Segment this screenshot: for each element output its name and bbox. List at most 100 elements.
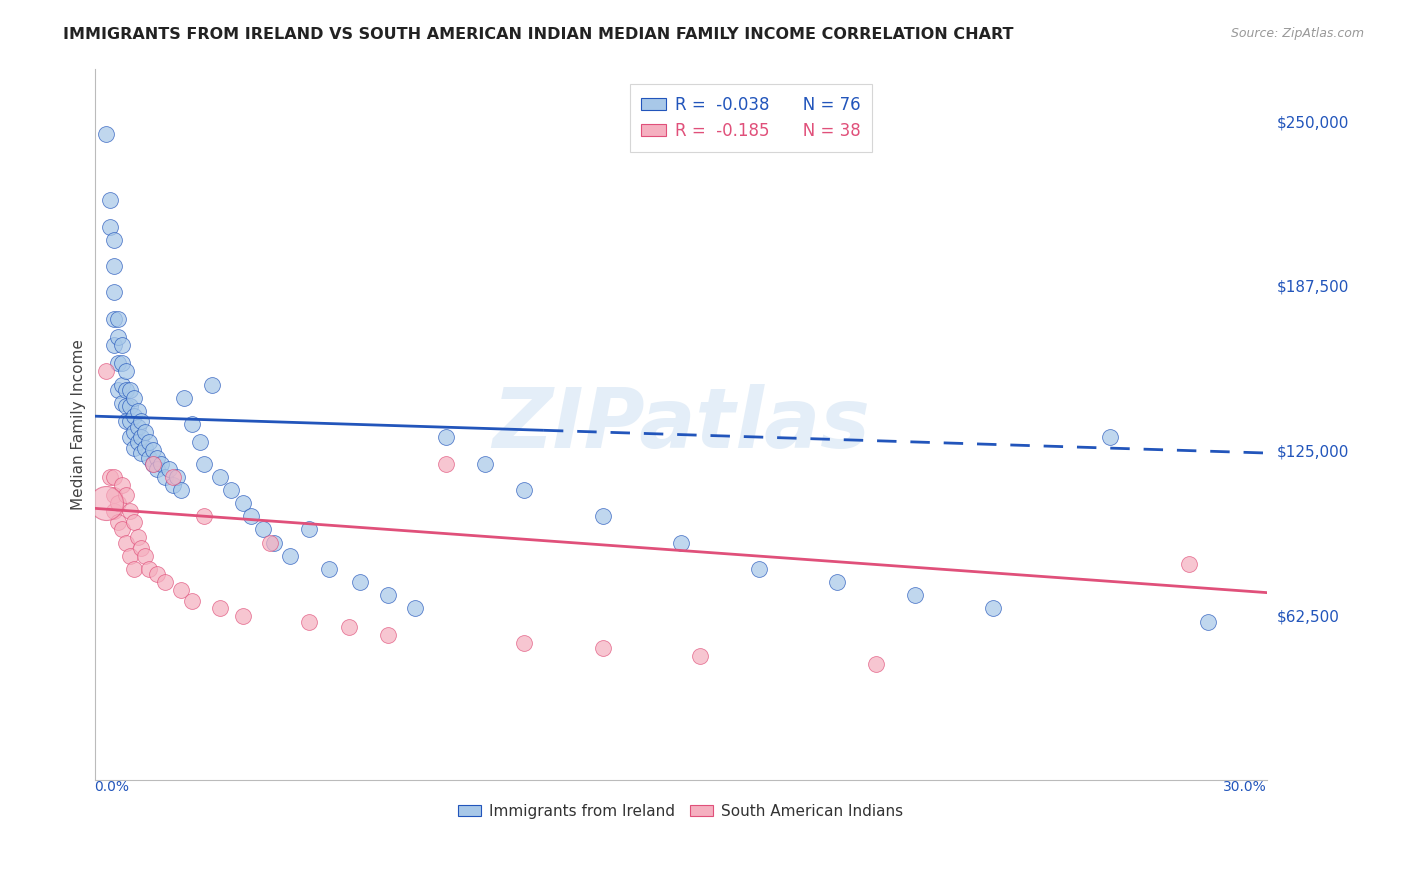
Point (173, 391, 195, 405)
Point (103, 338, 125, 352)
Point (103, 504, 125, 518)
Point (592, 509, 614, 524)
Point (118, 430, 141, 444)
Point (748, 562, 770, 576)
Point (232, 496, 254, 510)
Point (169, 582, 191, 597)
Point (131, 541, 153, 555)
Point (138, 451, 160, 466)
Point (153, 575, 176, 590)
Point (114, 383, 136, 397)
Point (181, 593, 204, 607)
Point (107, 515, 129, 529)
Point (865, 657, 887, 671)
Point (111, 523, 134, 537)
Point (142, 443, 165, 458)
Point (150, 457, 173, 471)
Point (592, 640, 614, 655)
Point (188, 435, 211, 450)
Point (114, 364, 136, 378)
Point (118, 414, 141, 428)
Point (162, 469, 184, 483)
Point (107, 356, 129, 370)
Point (981, 601, 1004, 615)
Point (162, 477, 184, 491)
Text: ZIPatlas: ZIPatlas (492, 384, 869, 465)
Point (114, 414, 136, 428)
Point (298, 523, 321, 537)
Point (122, 562, 145, 576)
Point (208, 601, 231, 615)
Point (103, 469, 125, 483)
Point (513, 635, 536, 649)
Point (131, 430, 153, 444)
Point (689, 648, 711, 663)
Point (221, 483, 243, 497)
Point (138, 435, 160, 450)
Point (318, 562, 340, 576)
Point (232, 609, 254, 624)
Point (127, 404, 149, 418)
Point (122, 391, 145, 405)
Point (474, 457, 496, 471)
Point (103, 311, 125, 326)
Point (146, 462, 169, 476)
Point (263, 535, 285, 549)
Point (131, 446, 153, 460)
Point (103, 488, 125, 502)
Point (193, 457, 215, 471)
Point (166, 469, 188, 483)
Point (96, 364, 118, 378)
Point (103, 233, 125, 247)
Point (404, 601, 426, 615)
Point (239, 509, 262, 524)
Point (107, 330, 129, 344)
Point (1177, 557, 1199, 571)
Point (114, 488, 136, 502)
Point (111, 477, 134, 491)
Point (208, 469, 231, 483)
Point (122, 425, 145, 439)
Point (98, 469, 121, 483)
Point (103, 285, 125, 300)
Point (131, 414, 153, 428)
Text: Source: ZipAtlas.com: Source: ZipAtlas.com (1230, 27, 1364, 40)
Point (122, 409, 145, 424)
Point (377, 588, 399, 602)
Point (111, 338, 134, 352)
Point (1099, 430, 1122, 444)
Point (114, 535, 136, 549)
Point (111, 377, 134, 392)
Point (142, 457, 165, 471)
Point (118, 399, 141, 413)
Point (146, 567, 169, 582)
Point (127, 435, 149, 450)
Point (1197, 615, 1219, 629)
Point (118, 549, 141, 563)
Point (434, 457, 457, 471)
Point (107, 311, 129, 326)
Point (278, 549, 301, 563)
Point (157, 462, 180, 476)
Point (825, 575, 848, 590)
Point (114, 399, 136, 413)
Point (98, 193, 121, 207)
Point (193, 509, 215, 524)
Point (118, 383, 141, 397)
Point (377, 628, 399, 642)
Point (259, 535, 281, 549)
Point (96, 128, 118, 142)
Y-axis label: Median Family Income: Median Family Income (72, 339, 86, 509)
Point (434, 430, 457, 444)
Point (98, 219, 121, 234)
Point (181, 417, 204, 431)
Point (298, 615, 321, 629)
Point (127, 419, 149, 434)
Point (134, 441, 156, 455)
Point (134, 425, 156, 439)
Text: IMMIGRANTS FROM IRELAND VS SOUTH AMERICAN INDIAN MEDIAN FAMILY INCOME CORRELATIO: IMMIGRANTS FROM IRELAND VS SOUTH AMERICA… (63, 27, 1014, 42)
Point (146, 451, 169, 466)
Point (169, 483, 191, 497)
Point (513, 483, 536, 497)
Text: 0.0%: 0.0% (94, 780, 129, 794)
